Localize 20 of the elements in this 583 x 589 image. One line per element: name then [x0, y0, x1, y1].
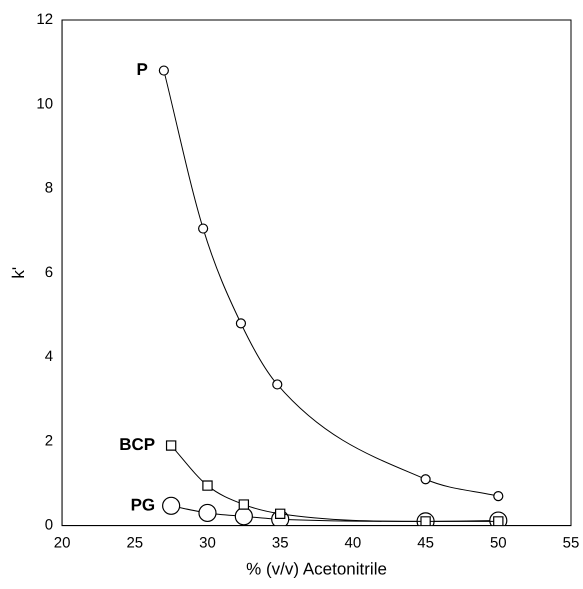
- series-label: BCP: [119, 435, 156, 454]
- x-tick-label: 40: [344, 534, 362, 552]
- y-tick-label: 12: [36, 11, 54, 28]
- x-tick-label: 50: [490, 534, 507, 552]
- x-tick-label: 20: [54, 534, 70, 552]
- y-axis-title: k': [8, 266, 28, 279]
- series-label: PG: [130, 495, 156, 514]
- y-tick-label: 4: [44, 348, 54, 366]
- x-tick-label: 35: [272, 534, 289, 552]
- y-tick-label: 8: [44, 180, 54, 197]
- y-tick-label: 10: [36, 95, 54, 112]
- x-axis-title: % (v/v) Acetonitrile: [246, 559, 387, 578]
- x-tick-label: 55: [562, 534, 580, 552]
- series-label: P: [136, 60, 148, 80]
- y-tick-label: 6: [44, 264, 54, 281]
- x-tick-label: 25: [126, 534, 144, 552]
- y-tick-label: 0: [44, 516, 54, 534]
- x-tick-label: 45: [417, 534, 434, 552]
- x-tick-label: 30: [199, 534, 216, 552]
- y-tick-label: 2: [44, 432, 54, 450]
